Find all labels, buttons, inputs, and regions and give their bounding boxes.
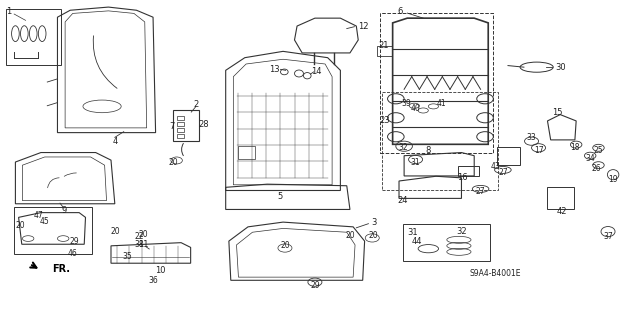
Text: 29: 29 (310, 281, 320, 290)
Text: 9: 9 (61, 206, 67, 215)
Text: 7: 7 (169, 122, 174, 131)
Bar (497, 147, 520, 165)
Text: 26: 26 (592, 164, 602, 173)
Text: 39: 39 (401, 99, 411, 108)
Text: 8: 8 (426, 146, 431, 155)
Text: 19: 19 (608, 174, 618, 184)
Text: 21: 21 (378, 41, 389, 50)
Text: 36: 36 (149, 276, 159, 285)
Text: 27: 27 (498, 168, 508, 177)
Text: 31: 31 (410, 158, 420, 167)
Text: 38: 38 (135, 240, 145, 249)
Text: 20: 20 (16, 221, 26, 230)
Text: 28: 28 (198, 120, 209, 129)
Text: 3: 3 (371, 218, 376, 227)
Text: 31: 31 (407, 228, 418, 237)
Text: 12: 12 (358, 22, 369, 31)
Text: 20: 20 (138, 230, 148, 239)
Bar (378, 46, 392, 56)
Text: 43: 43 (490, 162, 500, 171)
Text: 20: 20 (168, 158, 179, 167)
Bar (14, 207, 92, 254)
Bar (403, 224, 490, 261)
Bar (382, 92, 498, 190)
Text: 23: 23 (380, 116, 390, 125)
Text: 33: 33 (527, 133, 536, 143)
Bar (177, 128, 184, 132)
Text: 46: 46 (68, 249, 77, 258)
Text: 2: 2 (193, 100, 198, 109)
Bar (173, 110, 199, 141)
Text: 20: 20 (345, 231, 355, 240)
Text: 35: 35 (122, 252, 132, 261)
Bar (458, 166, 479, 176)
Bar (177, 122, 184, 126)
Text: 32: 32 (456, 227, 467, 236)
Text: 4: 4 (112, 137, 117, 146)
Text: 37: 37 (603, 232, 613, 241)
Bar (6, 9, 61, 65)
Text: 6: 6 (397, 7, 403, 16)
Text: 13: 13 (269, 65, 280, 74)
Text: 22: 22 (135, 233, 145, 241)
Text: 40: 40 (411, 104, 420, 113)
Text: 25: 25 (594, 146, 604, 155)
Bar (177, 134, 184, 138)
Text: 30: 30 (556, 63, 566, 72)
Text: 24: 24 (397, 196, 408, 205)
Text: 20: 20 (111, 227, 120, 236)
Text: 16: 16 (458, 173, 468, 182)
Text: 42: 42 (557, 206, 568, 216)
Text: 14: 14 (311, 67, 321, 77)
Text: 17: 17 (534, 146, 543, 155)
Text: 10: 10 (156, 266, 166, 275)
Bar (239, 145, 255, 159)
Bar (177, 116, 184, 120)
Text: 27: 27 (476, 187, 485, 196)
Text: FR.: FR. (52, 263, 70, 274)
Bar (380, 13, 493, 152)
Text: 5: 5 (278, 192, 283, 201)
Text: 18: 18 (570, 143, 580, 152)
Text: 15: 15 (552, 108, 563, 117)
Text: 44: 44 (412, 237, 422, 246)
Bar (547, 187, 574, 210)
Text: 11: 11 (138, 241, 148, 249)
Text: 41: 41 (436, 99, 446, 108)
Text: S9A4-B4001E: S9A4-B4001E (470, 269, 521, 278)
Text: 1: 1 (6, 7, 12, 16)
Text: 29: 29 (70, 237, 79, 246)
Text: 45: 45 (39, 217, 49, 226)
Text: 34: 34 (586, 154, 595, 163)
Text: 20: 20 (369, 231, 378, 240)
Text: 47: 47 (34, 211, 44, 220)
Text: 32: 32 (398, 143, 408, 152)
Text: 20: 20 (280, 241, 290, 250)
